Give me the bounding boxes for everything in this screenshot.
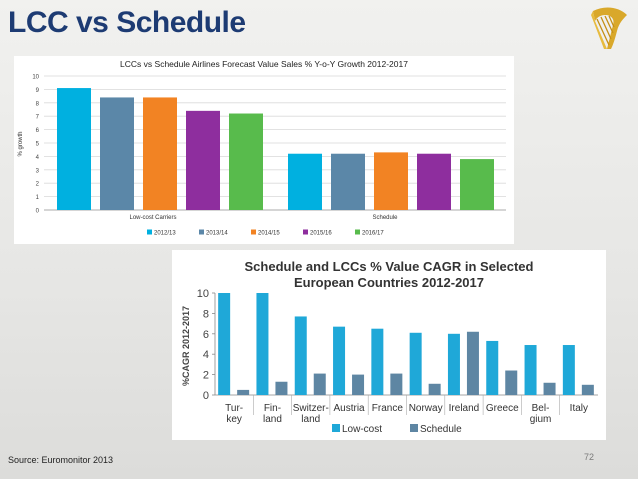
cagr-chart-panel: Schedule and LCCs % Value CAGR in Select… — [172, 250, 606, 440]
chart2-title-line1: Schedule and LCCs % Value CAGR in Select… — [245, 259, 534, 274]
chart1-bar-2014-15-schedule — [374, 152, 408, 210]
chart2-bar-low-cost-ireland — [447, 333, 460, 395]
chart2-bar-schedule-norway — [428, 383, 441, 395]
chart2-ytick-label: 10 — [197, 288, 209, 300]
chart2-bar-low-cost-fin-land — [256, 293, 269, 395]
chart2-bar-low-cost-italy — [562, 345, 575, 395]
chart1-category-label: Low-cost Carriers — [129, 215, 176, 221]
cagr-chart: Schedule and LCCs % Value CAGR in Select… — [181, 259, 598, 435]
chart1-legend-swatch — [303, 229, 308, 235]
chart1-ytick-label: 6 — [36, 128, 40, 134]
chart2-bar-low-cost-bel-gium — [524, 345, 537, 395]
chart2-ytick-label: 6 — [203, 329, 209, 341]
chart2-category-label: land — [263, 414, 282, 425]
chart1-legend-swatch — [199, 229, 204, 235]
chart2-bar-low-cost-austria — [333, 326, 346, 395]
growth-chart: LCCs vs Schedule Airlines Forecast Value… — [18, 59, 506, 237]
chart2-bar-schedule-fin-land — [275, 381, 288, 395]
chart1-y-axis-label: % growth — [18, 131, 24, 156]
chart2-bar-low-cost-france — [371, 328, 384, 395]
chart1-bar-2013-14-low-cost-carriers — [100, 97, 134, 210]
chart1-ytick-label: 3 — [36, 168, 40, 174]
chart1-ytick-label: 1 — [36, 195, 40, 201]
chart2-bar-schedule-switzer-land — [313, 373, 326, 395]
chart2-y-axis-label: %CAGR 2012-2017 — [181, 306, 191, 386]
chart2-legend-swatch — [332, 424, 340, 432]
chart2-bar-low-cost-tur-key — [218, 293, 231, 395]
chart1-bar-2012-13-low-cost-carriers — [57, 88, 91, 210]
chart2-bar-low-cost-greece — [486, 340, 499, 395]
chart2-category-label: Ireland — [449, 403, 480, 414]
chart1-ytick-label: 9 — [36, 88, 40, 94]
chart1-category-label: Schedule — [372, 215, 398, 221]
chart1-title: LCCs vs Schedule Airlines Forecast Value… — [120, 59, 408, 69]
chart2-category-label: Greece — [486, 403, 519, 414]
chart1-legend-label: 2015/16 — [310, 231, 332, 237]
chart2-category-label: Tur- — [225, 403, 243, 414]
chart2-category-label: gium — [530, 414, 552, 425]
chart2-ylabel: %CAGR 2012-2017 — [181, 306, 191, 386]
chart2-bar-schedule-bel-gium — [543, 382, 556, 395]
chart2-legend-swatch — [410, 424, 418, 432]
chart2-bar-schedule-ireland — [466, 331, 479, 395]
chart1-legend-swatch — [355, 229, 360, 235]
chart2-legend-label: Low-cost — [342, 424, 382, 435]
chart2-category-label: Bel- — [532, 403, 550, 414]
chart1-ytick-label: 0 — [36, 209, 40, 215]
chart2-category-label: Switzer- — [293, 403, 329, 414]
chart1-legend-swatch — [251, 229, 256, 235]
chart2-category-label: Norway — [409, 403, 443, 414]
chart1-legend-label: 2016/17 — [362, 231, 384, 237]
chart2-title-line2: European Countries 2012-2017 — [294, 275, 484, 290]
chart1-ytick-label: 4 — [36, 155, 40, 161]
chart2-category-label: land — [301, 414, 320, 425]
chart2-bar-low-cost-norway — [409, 332, 422, 395]
chart2-category-label: Austria — [333, 403, 365, 414]
chart1-bar-2015-16-schedule — [417, 153, 451, 210]
chart1-bar-2016-17-low-cost-carriers — [229, 113, 263, 210]
chart1-ytick-label: 2 — [36, 182, 40, 188]
chart1-ytick-label: 10 — [32, 75, 39, 81]
chart1-ytick-label: 8 — [36, 101, 40, 107]
chart2-ytick-label: 4 — [203, 349, 209, 361]
chart1-legend-label: 2014/15 — [258, 231, 280, 237]
chart1-ytick-label: 7 — [36, 115, 40, 121]
chart2-category-label: France — [372, 403, 404, 414]
chart2-ytick-label: 2 — [203, 370, 209, 382]
chart2-bar-low-cost-switzer-land — [294, 316, 307, 395]
source-note: Source: Euromonitor 2013 — [8, 455, 114, 465]
page-number: 72 — [584, 452, 595, 462]
chart2-bar-schedule-italy — [581, 384, 594, 395]
chart1-bar-2014-15-low-cost-carriers — [143, 97, 177, 210]
chart2-category-label: Italy — [570, 403, 588, 414]
growth-chart-panel: LCCs vs Schedule Airlines Forecast Value… — [14, 56, 514, 244]
chart2-bar-schedule-tur-key — [237, 389, 250, 395]
chart2-bar-schedule-france — [390, 373, 403, 395]
chart2-legend-label: Schedule — [420, 424, 462, 435]
gold-harp-logo-icon — [591, 7, 627, 49]
chart2-category-label: key — [226, 414, 242, 425]
chart1-bar-2012-13-schedule — [288, 153, 322, 210]
chart1-bar-2016-17-schedule — [460, 159, 494, 210]
chart1-ytick-label: 5 — [36, 142, 40, 148]
slide-title: LCC vs Schedule — [8, 6, 246, 39]
chart2-bar-schedule-austria — [352, 374, 365, 395]
chart2-category-label: Fin- — [264, 403, 281, 414]
chart1-legend-label: 2013/14 — [206, 231, 228, 237]
chart1-bar-2013-14-schedule — [331, 153, 365, 210]
chart2-bar-schedule-greece — [505, 370, 518, 395]
chart1-legend-label: 2012/13 — [154, 231, 176, 237]
chart1-legend-swatch — [147, 229, 152, 235]
chart2-ytick-label: 8 — [203, 308, 209, 320]
chart1-ylabel: % growth — [18, 131, 24, 156]
chart1-bar-2015-16-low-cost-carriers — [186, 110, 220, 210]
chart2-ytick-label: 0 — [203, 390, 209, 402]
